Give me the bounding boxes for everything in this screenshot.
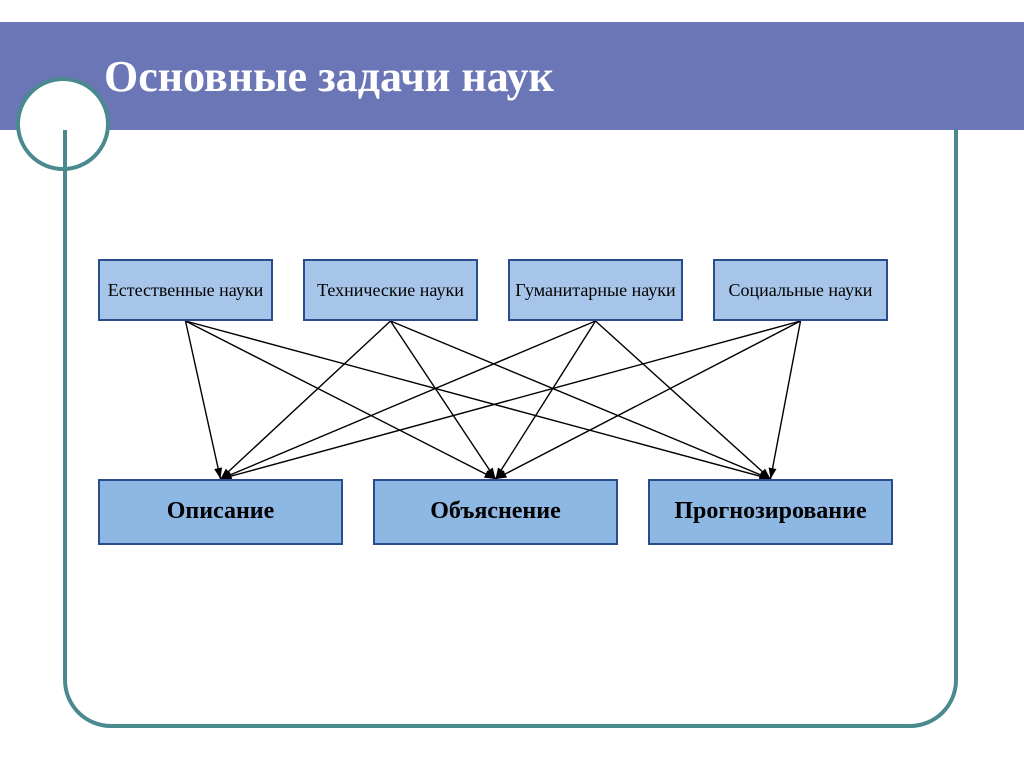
science-task-box-label: Прогнозирование xyxy=(674,498,866,526)
content-frame xyxy=(63,130,958,728)
science-task-box-label: Объяснение xyxy=(430,498,561,526)
slide: Основные задачи наук Естественные науки Т… xyxy=(0,0,1024,767)
science-task-box: Описание xyxy=(98,479,343,545)
science-category-box-label: Социальные науки xyxy=(729,280,873,301)
science-task-box: Прогнозирование xyxy=(648,479,893,545)
science-category-box: Социальные науки xyxy=(713,259,888,321)
title-bar: Основные задачи наук xyxy=(0,22,1024,130)
slide-title: Основные задачи наук xyxy=(104,51,554,102)
science-category-box-label: Естественные науки xyxy=(108,280,263,301)
science-category-box: Гуманитарные науки xyxy=(508,259,683,321)
science-task-box: Объяснение xyxy=(373,479,618,545)
science-category-box: Технические науки xyxy=(303,259,478,321)
science-category-box-label: Технические науки xyxy=(317,280,464,301)
science-task-box-label: Описание xyxy=(167,498,275,526)
science-category-box-label: Гуманитарные науки xyxy=(515,280,675,301)
science-category-box: Естественные науки xyxy=(98,259,273,321)
